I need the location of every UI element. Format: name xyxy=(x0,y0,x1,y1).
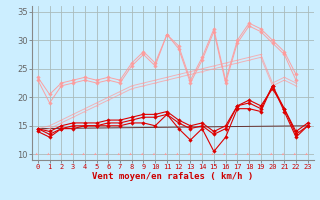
X-axis label: Vent moyen/en rafales ( km/h ): Vent moyen/en rafales ( km/h ) xyxy=(92,172,253,181)
